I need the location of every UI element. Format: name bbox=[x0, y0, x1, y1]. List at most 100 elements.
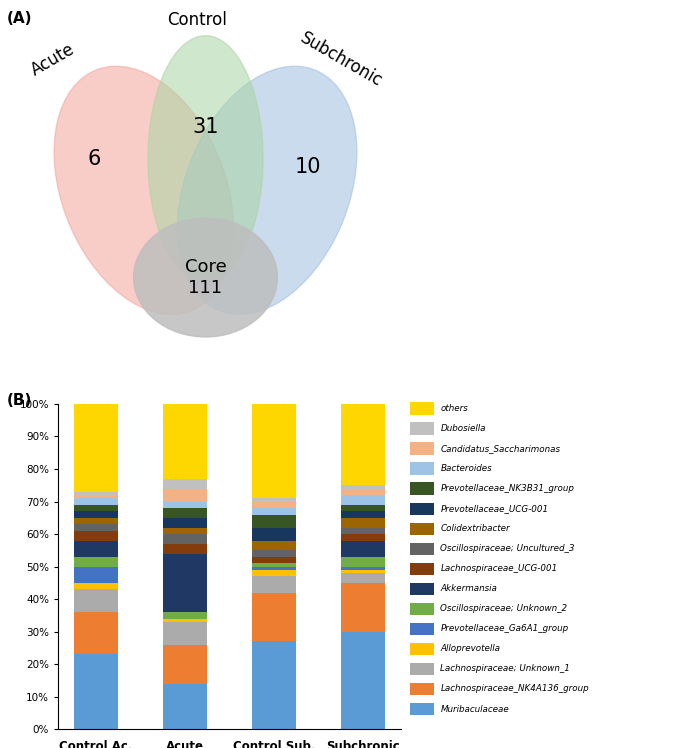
Bar bbox=[163, 479, 208, 488]
Text: 31: 31 bbox=[192, 117, 219, 137]
Bar bbox=[410, 663, 434, 675]
Text: Prevotellaceae_NK3B31_group: Prevotellaceae_NK3B31_group bbox=[440, 484, 574, 493]
Text: Core
111: Core 111 bbox=[185, 258, 226, 297]
Bar bbox=[340, 583, 385, 631]
Bar bbox=[340, 631, 385, 729]
Bar bbox=[163, 534, 208, 544]
Bar bbox=[74, 491, 119, 495]
Bar bbox=[74, 612, 119, 654]
Bar bbox=[410, 562, 434, 575]
Text: Dubosiella: Dubosiella bbox=[440, 424, 486, 433]
Bar bbox=[163, 554, 208, 612]
Bar bbox=[74, 583, 119, 589]
Bar bbox=[163, 508, 208, 518]
Bar bbox=[251, 404, 296, 498]
Bar bbox=[163, 645, 208, 684]
Bar bbox=[251, 508, 296, 515]
Bar bbox=[251, 498, 296, 501]
Bar bbox=[163, 684, 208, 729]
Bar bbox=[340, 541, 385, 557]
Text: Subchronic: Subchronic bbox=[297, 28, 386, 91]
Bar bbox=[251, 592, 296, 642]
Text: Prevotellaceae_Ga6A1_group: Prevotellaceae_Ga6A1_group bbox=[440, 625, 569, 634]
Bar bbox=[340, 495, 385, 505]
Bar bbox=[251, 515, 296, 527]
Text: Oscillospiraceae; Unknown_2: Oscillospiraceae; Unknown_2 bbox=[440, 604, 568, 613]
Bar bbox=[410, 462, 434, 475]
Text: (B): (B) bbox=[7, 393, 32, 408]
Bar bbox=[163, 619, 208, 622]
Ellipse shape bbox=[177, 67, 357, 314]
Text: Bacteroides: Bacteroides bbox=[440, 465, 492, 473]
Bar bbox=[251, 577, 296, 592]
Text: Muribaculaceae: Muribaculaceae bbox=[440, 705, 509, 714]
Bar bbox=[340, 534, 385, 541]
Bar bbox=[251, 567, 296, 570]
Bar bbox=[410, 643, 434, 655]
Bar bbox=[340, 567, 385, 570]
Bar bbox=[340, 404, 385, 485]
Bar bbox=[251, 501, 296, 508]
Bar bbox=[340, 570, 385, 573]
Bar bbox=[163, 622, 208, 645]
Bar bbox=[340, 512, 385, 518]
Text: 6: 6 bbox=[88, 149, 101, 168]
Bar bbox=[340, 573, 385, 583]
Bar bbox=[340, 485, 385, 488]
Bar bbox=[251, 541, 296, 551]
Bar bbox=[163, 612, 208, 619]
Bar bbox=[410, 603, 434, 615]
Bar bbox=[340, 527, 385, 534]
Bar bbox=[74, 518, 119, 524]
Bar bbox=[74, 589, 119, 612]
Bar bbox=[410, 523, 434, 535]
Bar bbox=[410, 703, 434, 715]
Bar bbox=[163, 518, 208, 527]
Bar bbox=[74, 531, 119, 541]
Text: Candidatus_Saccharimonas: Candidatus_Saccharimonas bbox=[440, 444, 560, 453]
Bar bbox=[251, 563, 296, 567]
Bar bbox=[163, 404, 208, 479]
Bar bbox=[74, 524, 119, 531]
Text: Control: Control bbox=[167, 10, 227, 29]
Bar bbox=[74, 512, 119, 518]
Bar bbox=[74, 567, 119, 583]
Text: Oscillospiraceae; Uncultured_3: Oscillospiraceae; Uncultured_3 bbox=[440, 545, 575, 554]
Ellipse shape bbox=[148, 36, 263, 281]
Bar bbox=[410, 423, 434, 435]
Bar bbox=[410, 442, 434, 455]
Text: Alloprevotella: Alloprevotella bbox=[440, 645, 501, 654]
Bar bbox=[251, 557, 296, 563]
Text: Akkermansia: Akkermansia bbox=[440, 584, 497, 593]
Bar bbox=[74, 505, 119, 512]
Bar bbox=[410, 623, 434, 635]
Text: Lachnospiraceae_NK4A136_group: Lachnospiraceae_NK4A136_group bbox=[440, 684, 589, 693]
Text: others: others bbox=[440, 404, 469, 413]
Bar bbox=[340, 488, 385, 495]
Text: Lachnospiraceae; Unknown_1: Lachnospiraceae; Unknown_1 bbox=[440, 664, 571, 673]
Bar bbox=[74, 404, 119, 491]
Bar bbox=[251, 551, 296, 557]
Bar bbox=[251, 570, 296, 577]
Bar bbox=[74, 495, 119, 498]
Bar bbox=[410, 542, 434, 555]
Bar bbox=[163, 544, 208, 554]
Bar bbox=[251, 527, 296, 541]
Text: Colidextribacter: Colidextribacter bbox=[440, 524, 510, 533]
Bar bbox=[74, 498, 119, 505]
Text: Acute: Acute bbox=[28, 40, 79, 79]
Bar bbox=[410, 402, 434, 414]
Bar bbox=[74, 541, 119, 557]
Text: 10: 10 bbox=[295, 156, 321, 177]
Ellipse shape bbox=[54, 67, 234, 314]
Text: Lachnospiraceae_UCG-001: Lachnospiraceae_UCG-001 bbox=[440, 564, 558, 573]
Bar bbox=[410, 482, 434, 495]
Bar bbox=[410, 503, 434, 515]
Ellipse shape bbox=[134, 218, 277, 337]
Bar bbox=[251, 642, 296, 729]
Bar bbox=[340, 518, 385, 527]
Bar bbox=[340, 557, 385, 567]
Bar bbox=[74, 654, 119, 729]
Bar bbox=[163, 527, 208, 534]
Text: (A): (A) bbox=[7, 11, 32, 26]
